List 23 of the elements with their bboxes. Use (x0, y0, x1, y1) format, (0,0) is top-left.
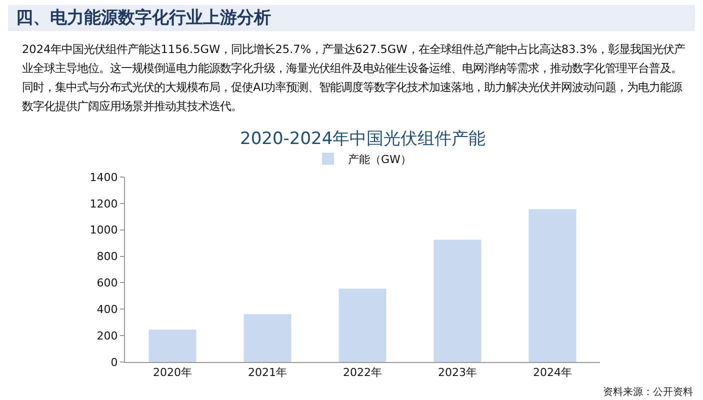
y-tick-label: 200 (96, 329, 118, 342)
bar (148, 330, 196, 362)
chart-title: 四、电力能源数字化行业上游分析 (8, 5, 695, 31)
x-tick-label: 2023年 (438, 366, 477, 380)
y-tick-label: 0 (110, 356, 118, 369)
y-tick-label: 1400 (90, 170, 118, 184)
text: 资料来源：公开资料 (603, 386, 693, 398)
y-tick-label: 1000 (90, 224, 118, 237)
bar (338, 288, 386, 362)
y-tick-label: 800 (96, 250, 118, 264)
bar (528, 209, 576, 362)
x-tick-label: 2020年 (153, 366, 192, 380)
y-tick-label: 400 (96, 302, 118, 316)
chart-subtitle: 2024年中国光伏组件产能达1156.5GW，同比增长25.7%，产量达627.5GW，在全球组件总产能中占比高达83.3%，彰显我国光伏产业全球主导地位。这一规模倒逼电力能源数字化升级，海量光伏组件及电站催生设备运维、电网消纳等需求，推动数字化管理平台普及。同时，集中式与分布式光伏的大规模布局，促使AI功率预测、智能调度等数字化技术加速落地，助力解决光伏并网波动问题，为电力能源数字化提供广阔应用场景并推动其技术迭代。 (22, 42, 686, 115)
x-tick-label: 2021年 (248, 366, 287, 380)
y-tick-label: 1200 (90, 197, 118, 210)
bar (434, 240, 482, 362)
text: 2020-2024年中国光伏组件产能 (240, 129, 486, 149)
x-tick-label: 2024年 (533, 366, 572, 380)
bar (244, 314, 292, 362)
y-tick-label: 600 (96, 276, 118, 290)
legend-label: 产能（GW） (348, 153, 412, 166)
x-tick-label: 2022年 (343, 366, 382, 380)
